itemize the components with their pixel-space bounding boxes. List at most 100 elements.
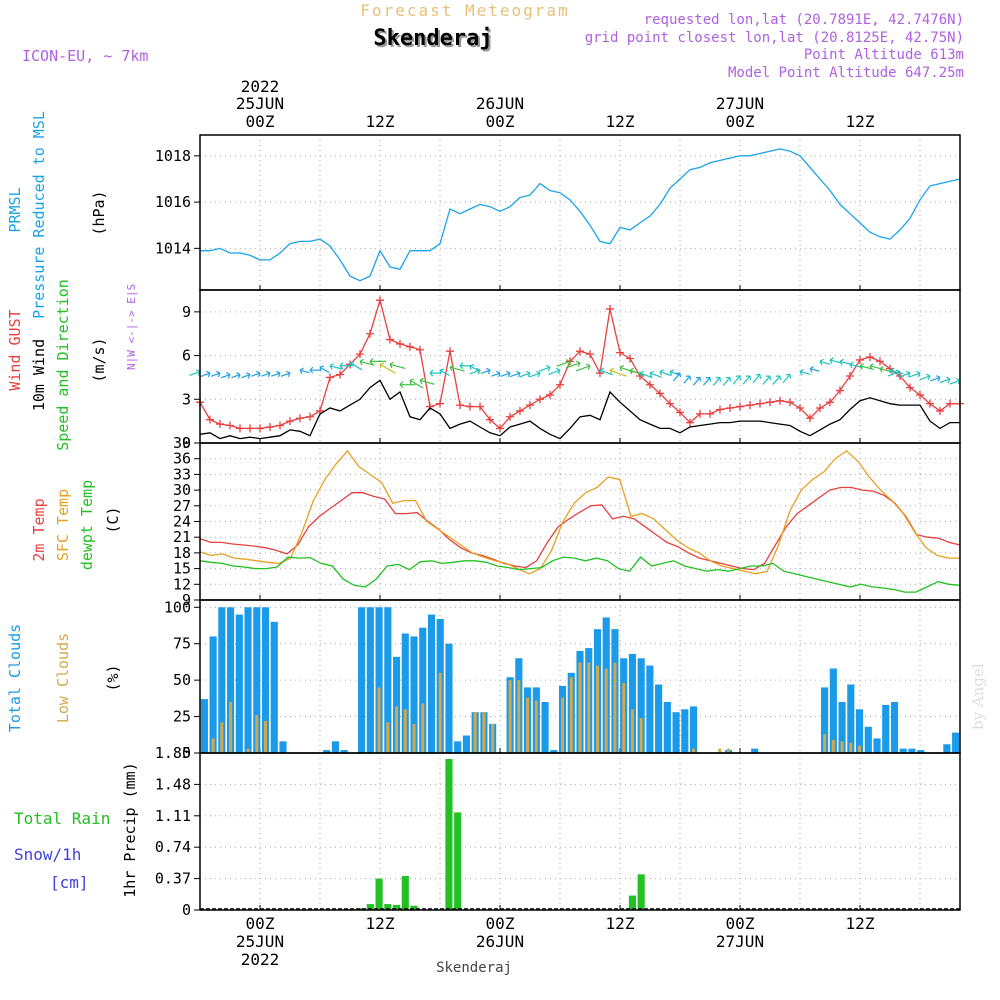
wind-arrow-shaft (379, 363, 396, 374)
low-cloud-bar (264, 720, 268, 753)
wind-arrow-head (459, 365, 464, 370)
wind-arrow-shaft (659, 371, 672, 377)
wind-arrow-shaft (799, 371, 811, 375)
y-tick-label: 21 (173, 528, 191, 546)
gust-marker (276, 421, 284, 430)
temp-sfc-line (199, 449, 960, 575)
wind-arrow-head (379, 364, 382, 369)
y-tick-label: 100 (164, 598, 191, 616)
bottom-axis-date: 25JUN (236, 932, 284, 951)
wind-direction-arrow (231, 372, 241, 379)
wind-arrow-head (905, 370, 911, 374)
gust-marker (856, 355, 864, 364)
low-cloud-bar (229, 702, 233, 753)
wind-arrow-shaft (742, 375, 751, 385)
model-point-altitude: Model Point Altitude 647.25m (728, 65, 964, 81)
low-cloud-bar (858, 745, 862, 753)
y-tick-label: 1.48 (155, 775, 191, 793)
top-axis-date: 25JUN (236, 94, 284, 113)
low-cloud-bar (403, 709, 407, 753)
total-cloud-bar (261, 607, 270, 753)
bottom-axis-hour: 00Z (486, 914, 515, 933)
wind-direction-arrow (782, 373, 792, 384)
wind-arrow-shaft (898, 372, 911, 378)
wind-arrow-shaft (772, 375, 781, 385)
wind-arrow-head (937, 377, 941, 382)
wind-arrow-head (907, 372, 911, 378)
wind-arrow-head (379, 362, 385, 365)
gust-marker (946, 399, 954, 408)
wind-arrow-head (555, 367, 561, 371)
wind-direction-arrow (762, 375, 772, 385)
gust-marker (226, 421, 234, 430)
wind-arrow-head (659, 369, 665, 373)
wind-arrow-head (879, 368, 883, 373)
y-tick-label: 75 (173, 635, 191, 653)
low-cloud-bar (849, 742, 853, 753)
wind-arrow-head (619, 364, 625, 368)
wind-direction-arrow (930, 375, 941, 382)
wind-direction-arrow (409, 378, 424, 389)
gust-marker (216, 420, 224, 429)
wind-direction-arrow (772, 375, 782, 385)
total-cloud-bar (410, 636, 418, 753)
wind-arrow-head (927, 375, 931, 381)
total-cloud-bar (366, 607, 374, 753)
wind-arrow-head (299, 369, 303, 375)
wind-arrow-head (429, 372, 434, 377)
wind-arrow-shaft (683, 375, 691, 384)
wind-direction-arrow (369, 357, 387, 365)
wind-direction-arrow (429, 369, 441, 377)
precip-bar (366, 904, 374, 910)
wind-direction-arrow (379, 362, 396, 374)
wind-arrow-head (619, 366, 623, 372)
gust-marker (236, 424, 244, 433)
gust-marker (416, 345, 424, 354)
gust-marker (516, 406, 524, 415)
wind-arrow-head (429, 369, 434, 374)
precip-bar (637, 874, 645, 910)
wind-arrow-shaft (889, 369, 904, 375)
top-axis-hour: 00Z (726, 112, 755, 131)
wind-arrow-head (869, 363, 874, 367)
wind-arrow-head (515, 370, 521, 374)
gust-marker (406, 342, 414, 351)
gust-marker (866, 353, 874, 362)
pressure-label-prmsl: PRMSL (6, 187, 24, 232)
wind-arrow-shaft (419, 379, 435, 385)
gust-marker (776, 396, 784, 405)
wind-arrow-head (527, 372, 531, 378)
gridpoint-coords: grid point closest lon,lat (20.8125E, 42… (585, 30, 964, 46)
wind-arrow-head (399, 384, 404, 389)
wind-arrow-head (535, 370, 541, 374)
low-cloud-bar (840, 741, 844, 753)
wind-arrow-head (275, 370, 281, 374)
gust-marker (576, 347, 584, 356)
low-cloud-bar (482, 712, 486, 753)
low-cloud-bar (438, 672, 442, 753)
low-cloud-bar (613, 662, 617, 753)
wind-arrow-shaft (299, 369, 310, 374)
wind-arrow-head (599, 367, 605, 371)
wind-arrow-head (245, 372, 251, 376)
pressure-unit-label: (hPa) (90, 190, 108, 235)
gust-marker (536, 395, 544, 404)
wind-direction-arrow (480, 367, 491, 375)
wind-arrow-head (247, 374, 251, 379)
total-cloud-bar (218, 607, 226, 753)
precip-label-cm: [cm] (50, 873, 89, 892)
wind-direction-arrow (629, 367, 644, 376)
wind-direction-arrow (439, 368, 450, 377)
temp-label-sfc: SFC Temp (54, 489, 72, 561)
low-cloud-bar (526, 697, 530, 753)
wind-arrow-head (557, 369, 561, 375)
wind-label-direction: Speed and Direction (54, 279, 72, 451)
y-tick-label: 24 (173, 513, 191, 531)
wind-arrow-shaft (548, 369, 561, 375)
wind-arrow-shaft (189, 371, 201, 376)
low-cloud-bar (630, 709, 634, 753)
gust-marker (806, 414, 814, 423)
low-cloud-bar (473, 712, 477, 753)
low-cloud-bar (517, 680, 521, 753)
precip-bar (401, 876, 409, 910)
